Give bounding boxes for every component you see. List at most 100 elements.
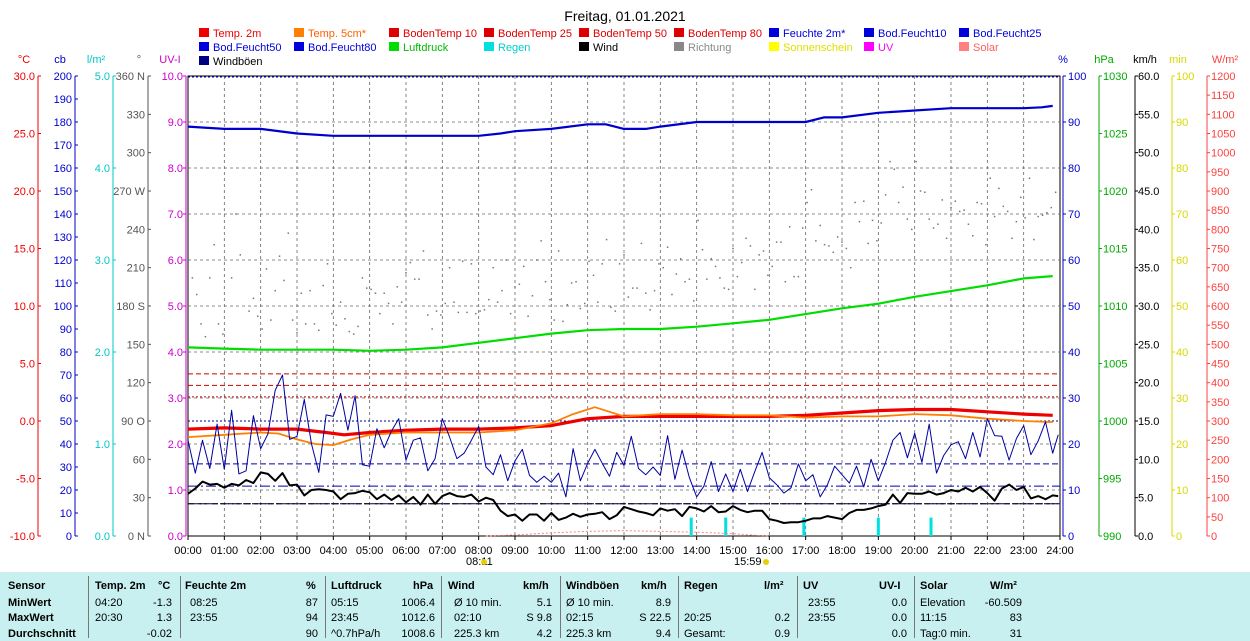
direction-point [919,190,922,192]
direction-point [906,218,909,220]
direction-point [762,250,765,252]
stats-cell-uv-v: 0.0 [891,628,907,640]
direction-point [806,201,808,204]
axis-label-solar: 750 [1211,244,1229,256]
axis-label-pressure: 1020 [1103,186,1127,198]
axis-label-sun: 80 [1176,163,1188,175]
axis-label-uv: 2.0 [168,439,183,451]
axis-label-solar: 350 [1211,397,1229,409]
axis-label-uv: 10.0 [162,71,183,83]
direction-point [248,310,250,312]
direction-point [710,257,712,260]
x-tick-label: 10:00 [538,545,566,557]
stats-cell-press-t: 23:45 [331,612,359,624]
x-tick-label: 02:00 [247,545,275,557]
direction-point [366,287,368,289]
direction-point [902,186,904,188]
legend-label-bodentemp-25: BodenTemp 25 [498,28,572,40]
direction-point [754,288,756,291]
axis-label-solar: 1100 [1211,109,1235,121]
direction-point [828,245,830,247]
sunset-time: 15:59 [734,556,762,568]
axis-label-pressure: 1025 [1103,129,1127,141]
axis-label-pressure: 1000 [1103,416,1127,428]
stats-cell-wind-t: 225.3 km [454,628,500,640]
stats-cell-solar-t: Tag:0 min. [920,628,971,640]
axis-label-cb: 70 [60,370,72,382]
axis-label-sun: 10 [1176,485,1188,497]
rain-bar [929,517,933,536]
axis-label-sun: 60 [1176,255,1188,267]
direction-point [985,243,987,246]
direction-point [195,293,198,296]
direction-point [553,319,555,321]
axis-label-cb: 190 [54,94,72,106]
direction-point [736,275,739,278]
direction-point [1041,214,1044,217]
legend-swatch-bod-feucht50 [199,42,209,51]
direction-point [352,333,355,335]
legend-label-solar: Solar [973,42,999,54]
stats-cell-hum-t: 08:25 [190,597,218,609]
direction-point [361,277,364,279]
header-pressure: Luftdruck [331,580,382,592]
direction-point [653,289,656,292]
direction-point [326,263,329,265]
axis-label-temp: 20.0 [14,186,35,198]
header-sensor: Sensor [8,580,46,592]
axis-label-solar: 50 [1211,512,1223,524]
direction-point [749,245,752,247]
axis-label-solar: 300 [1211,416,1229,428]
direction-point [645,292,647,294]
direction-point [989,177,991,179]
axis-label-solar: 150 [1211,474,1229,486]
x-tick-label: 12:00 [610,545,638,557]
legend-label-luftdruck: Luftdruck [403,42,449,54]
axis-label-cb: 0 [66,531,72,543]
stats-cell-rain-v: 0.2 [774,612,790,624]
rain-bar [724,517,728,536]
legend-swatch-bod-feucht25 [959,28,969,37]
stats-cell-gust-t: 225.3 km [566,628,612,640]
stats-cell-gust-v: S 22.5 [639,612,671,624]
weather-chart: Freitag, 01.01.2021 Temp. 2m Temp. 5cm* Bo… [10,8,1239,568]
direction-point [666,246,669,248]
direction-point [823,243,826,246]
direction-point [871,219,874,222]
direction-point [431,328,433,330]
direction-point [479,310,481,312]
direction-point [435,310,438,312]
direction-point [309,289,311,292]
sun-times: 08:11 15:59 [466,556,769,568]
header-temp-unit: °C [158,580,171,592]
axis-label-solar: 850 [1211,205,1229,217]
axis-label-wind: 0.0 [1138,531,1153,543]
direction-point [1054,191,1057,194]
stats-row-label: MaxWert [8,612,54,624]
legend-swatch-temp-2m [199,28,209,37]
direction-point [370,288,372,291]
chart-legend: Temp. 2m Temp. 5cm* BodenTemp 10 BodenTemp … [199,28,1042,68]
direction-point [453,301,455,303]
x-tick-label: 08:00 [465,545,493,557]
axis-label-temp: 0.0 [20,416,35,428]
rain-bar [876,517,880,536]
axis-label-uv: 8.0 [168,163,183,175]
direction-point [924,191,926,194]
direction-point [767,274,769,277]
axis-label-uv: 3.0 [168,393,183,405]
direction-point [802,227,804,229]
stats-cell-hum-v: 87 [305,597,318,609]
axis-label-direction: 210 [127,263,145,275]
axis-label-humidity: 30 [1068,393,1080,405]
direction-point [941,199,944,201]
axis-label-wind: 45.0 [1138,186,1159,198]
axis-label-solar: 100 [1211,493,1229,505]
axis-label-humidity: 0 [1068,531,1074,543]
axis-label-humidity: 10 [1068,485,1080,497]
direction-point [723,287,726,289]
axis-label-wind: 20.0 [1138,378,1159,390]
legend-swatch-wind [579,42,589,51]
axis-label-direction: 30 [133,493,145,505]
legend-label-regen: Regen [498,42,530,54]
